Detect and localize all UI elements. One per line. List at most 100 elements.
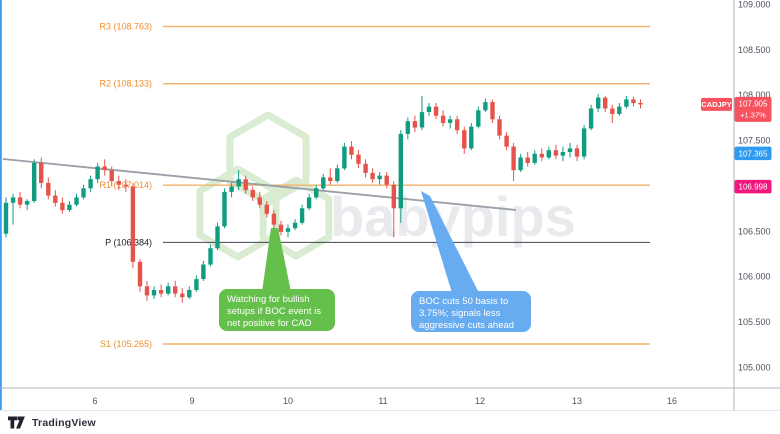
candle — [412, 115, 418, 133]
candle-body — [130, 186, 136, 262]
blue-note-callout-tail — [421, 191, 479, 293]
candle — [525, 152, 530, 167]
candle — [511, 142, 516, 182]
candle — [236, 170, 241, 191]
candle-body — [278, 224, 284, 232]
candle — [32, 159, 37, 203]
blue-note-callout-box — [411, 291, 531, 332]
candle — [180, 288, 185, 303]
symbol-price-change: +1.37% — [740, 110, 766, 119]
candle-body — [363, 163, 368, 173]
candle — [588, 104, 594, 131]
candle-body — [3, 202, 9, 234]
candle-body — [377, 175, 382, 180]
symbol-tag: CADJPY — [701, 97, 732, 111]
blue-note-callout-text: 3.75%; signals less — [419, 308, 501, 319]
candle-body — [581, 128, 587, 157]
candle-body — [236, 179, 241, 187]
candle-body — [215, 226, 220, 249]
symbol-tag-label: CADJPY — [701, 100, 731, 109]
blue-note-callout-text: BOC cuts 50 basis to — [419, 296, 508, 307]
candle-body — [398, 133, 403, 209]
candle — [10, 193, 16, 225]
tv-logo-glyph-1 — [8, 416, 18, 428]
candle — [208, 244, 213, 267]
x-axis-label: 13 — [572, 396, 582, 406]
candle-body — [250, 190, 255, 198]
symbol-price-badge: 107.905 +1.37% — [734, 96, 772, 122]
candle-body — [349, 146, 354, 155]
ma-slow-badge: 106.998 — [734, 179, 772, 194]
candle-body — [567, 148, 573, 152]
candle — [504, 132, 509, 151]
candle — [518, 153, 523, 172]
candle — [299, 204, 305, 225]
candle — [476, 106, 481, 129]
candle — [617, 103, 622, 116]
candle — [88, 175, 93, 192]
candle-body — [299, 208, 305, 223]
candle — [144, 280, 150, 301]
candle — [250, 186, 255, 201]
candle-body — [109, 170, 114, 182]
green-note-callout-text: net positive for CAD — [227, 318, 312, 329]
candle — [433, 103, 439, 120]
candle-body — [532, 153, 537, 163]
y-axis-label: 108.000 — [738, 90, 771, 100]
candle-body — [412, 121, 418, 128]
candle — [624, 95, 629, 109]
candle — [631, 96, 636, 107]
tradingview-logo[interactable] — [8, 416, 26, 430]
candle-body — [201, 264, 206, 279]
candle — [349, 141, 354, 160]
y-axis-label: 107.500 — [738, 135, 771, 145]
candle — [610, 104, 615, 123]
candle-body — [504, 135, 509, 147]
candle-body — [321, 177, 326, 189]
candle-body — [243, 179, 248, 191]
ma-fast-blue — [0, 0, 2, 411]
candle — [285, 224, 291, 238]
blue-note-callout[interactable]: BOC cuts 50 basis to3.75%; signals lessa… — [411, 191, 531, 332]
candle-body — [553, 150, 559, 156]
candle-body — [433, 106, 439, 116]
candle-body — [95, 166, 100, 180]
x-axis-label: 16 — [667, 396, 677, 406]
candle-body — [151, 290, 157, 296]
candle-body — [462, 130, 467, 149]
candle-body — [342, 146, 347, 169]
candle-body — [440, 115, 446, 123]
candle-body — [525, 157, 530, 163]
candle-body — [166, 286, 171, 294]
candle-body — [518, 157, 523, 171]
candle-body — [292, 222, 298, 229]
pivot-label-r3: R3 (108.763) — [99, 22, 152, 32]
candle-body — [596, 97, 601, 109]
symbol-tag-bg — [701, 97, 732, 111]
candle-body — [285, 228, 291, 232]
candle-body — [335, 168, 340, 181]
candle — [60, 197, 65, 214]
candle-body — [81, 188, 86, 198]
candle — [483, 98, 488, 113]
candle-body — [229, 186, 234, 192]
x-axis-label: 11 — [378, 396, 387, 406]
candle-body — [123, 184, 128, 187]
ma-slow-badge-value: 106.998 — [739, 183, 768, 192]
green-note-callout-box — [219, 289, 335, 331]
candle — [187, 286, 192, 299]
ma-fast-badge: 107.365 — [734, 146, 772, 161]
candle-body — [356, 154, 361, 164]
candle — [440, 110, 446, 127]
candle — [426, 103, 432, 116]
candle — [596, 93, 601, 113]
candle — [581, 124, 587, 160]
green-note-callout-text: setups if BOC event is — [227, 306, 321, 317]
watermark-hexagon-icon — [226, 111, 310, 207]
candle — [81, 184, 86, 200]
candle — [532, 150, 537, 165]
y-axis-label: 109.000 — [738, 0, 771, 9]
